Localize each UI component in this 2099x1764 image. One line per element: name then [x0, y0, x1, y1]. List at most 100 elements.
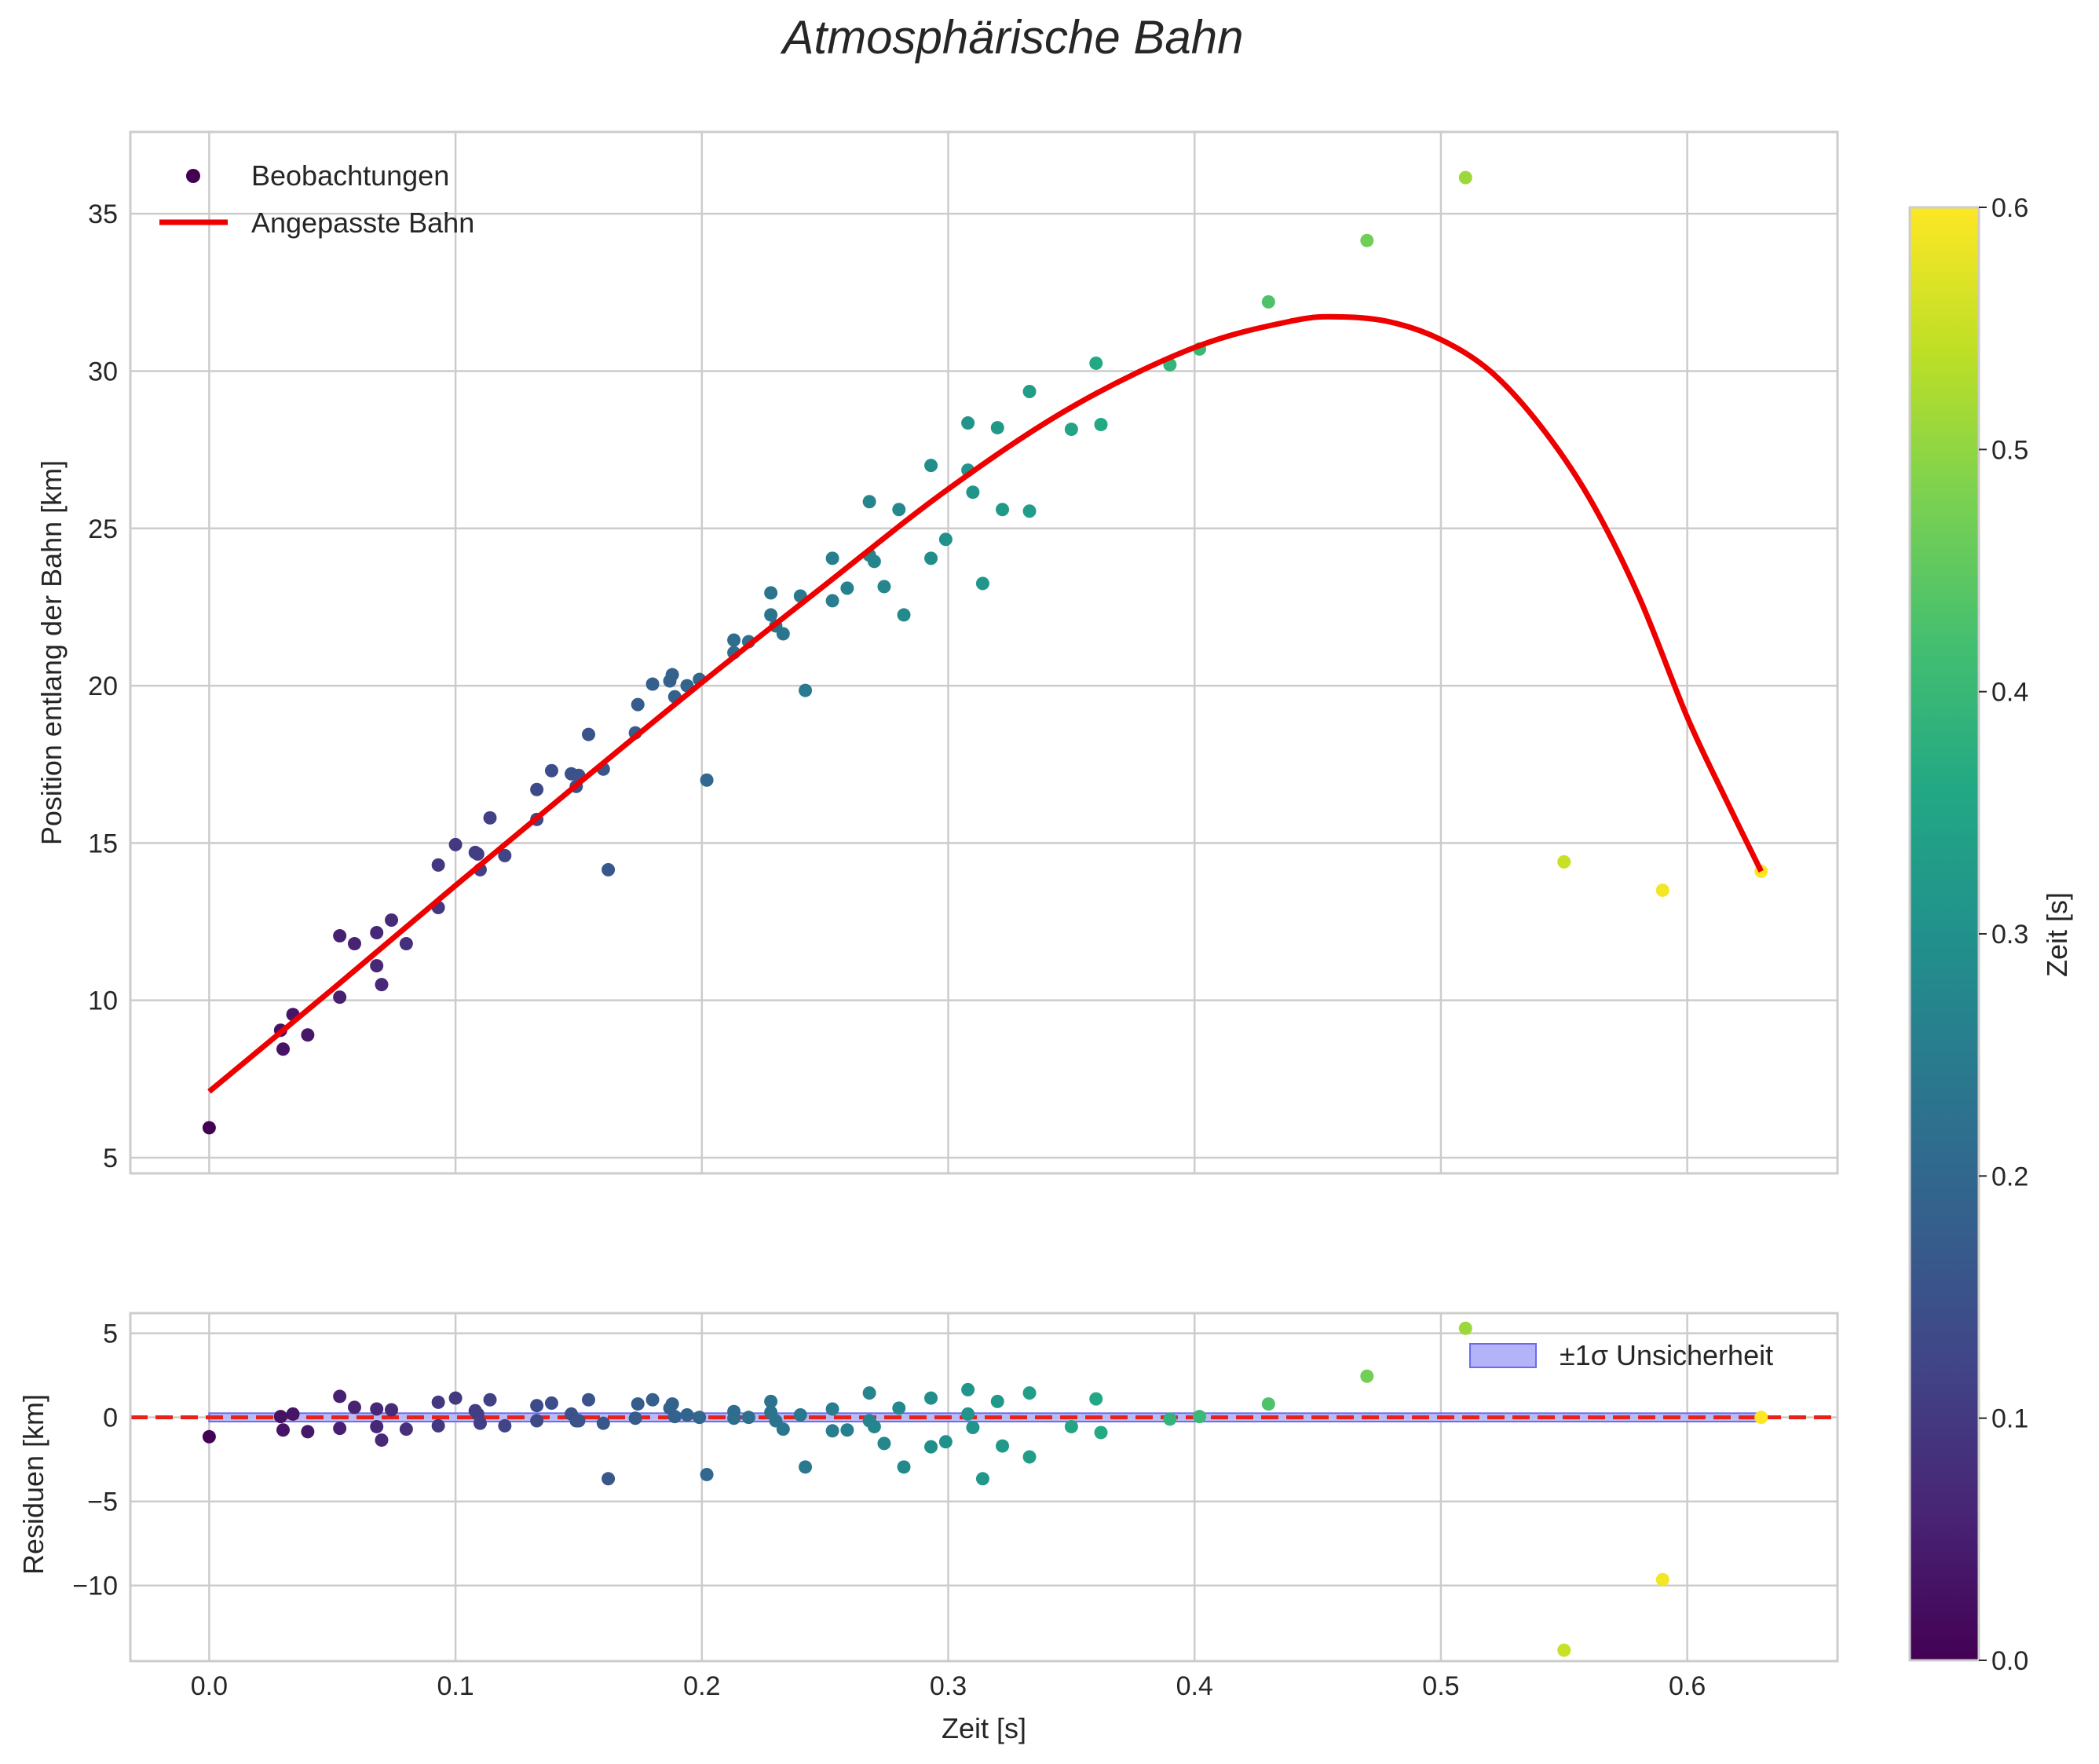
- top-panel: 5 10 15 20 25 30 35 Position entlang der Bahn …: [35, 130, 1839, 1175]
- residual-point: [301, 1425, 315, 1439]
- xtick-label: 0.4: [1176, 1671, 1213, 1701]
- residual-point: [498, 1418, 512, 1433]
- observation-point: [1655, 883, 1669, 897]
- residual-point: [544, 1396, 558, 1410]
- legend-scatter-marker: [186, 169, 200, 183]
- top-scatter-points: [202, 170, 1768, 1135]
- residual-point: [370, 1402, 384, 1416]
- residual-point: [877, 1436, 891, 1451]
- observation-point: [498, 848, 512, 862]
- observation-point: [1557, 855, 1571, 869]
- top-ytick-label: 35: [88, 199, 118, 229]
- residual-point: [825, 1424, 839, 1438]
- residual-point: [1089, 1392, 1103, 1406]
- residual-point: [473, 1416, 487, 1430]
- residual-point: [448, 1391, 463, 1405]
- colorbar: 0.0 0.1 0.2 0.3 0.4 0.5 0.6 Zeit [s]: [1908, 193, 2073, 1676]
- bottom-ytick-label: 5: [103, 1319, 118, 1349]
- observation-point: [862, 495, 876, 509]
- residual-point: [572, 1414, 586, 1428]
- observation-point: [431, 858, 445, 872]
- residual-point: [693, 1411, 707, 1425]
- colorbar-tick-label: 0.5: [1991, 435, 2028, 465]
- xtick-label: 0.1: [437, 1671, 474, 1701]
- observation-point: [1094, 418, 1108, 432]
- observation-point: [867, 554, 881, 569]
- residual-point: [1655, 1572, 1669, 1587]
- observation-point: [333, 929, 347, 943]
- residual-point: [202, 1429, 216, 1444]
- top-plot-area: [130, 132, 1838, 1173]
- observation-point: [375, 978, 389, 992]
- top-ytick-label: 25: [88, 514, 118, 544]
- bottom-ylabel: Residuen [km]: [17, 1394, 49, 1575]
- observation-point: [370, 926, 384, 940]
- xtick-label: 0.5: [1422, 1671, 1459, 1701]
- residual-point: [273, 1410, 287, 1424]
- residual-point: [628, 1411, 642, 1425]
- residual-point: [530, 1414, 544, 1428]
- colorbar-tick-label: 0.0: [1991, 1646, 2028, 1676]
- residual-point: [727, 1411, 741, 1425]
- residual-point: [700, 1467, 714, 1481]
- residual-point: [764, 1394, 778, 1408]
- observation-point: [938, 532, 953, 547]
- residual-points: [202, 1321, 1768, 1657]
- residual-point: [741, 1411, 755, 1425]
- observation-point: [700, 773, 714, 787]
- residual-point: [1022, 1450, 1037, 1464]
- bottom-frame: [129, 1312, 1839, 1663]
- legend-band-swatch: [1469, 1343, 1537, 1368]
- observation-point: [1360, 233, 1374, 247]
- xtick-label: 0.3: [930, 1671, 967, 1701]
- residual-point: [333, 1422, 347, 1436]
- bottom-tick-labels: 5 0 −5 −10 0.0 0.1 0.2 0.3 0.4 0.5 0.6: [72, 1319, 1706, 1701]
- residual-point: [840, 1423, 854, 1437]
- observation-point: [645, 677, 660, 691]
- bottom-ytick-label: 0: [103, 1404, 118, 1433]
- residual-point: [1261, 1397, 1275, 1411]
- observation-point: [1064, 423, 1078, 437]
- observation-point: [1458, 170, 1472, 185]
- observation-point: [727, 633, 741, 647]
- residual-point: [799, 1460, 813, 1474]
- observation-point: [448, 837, 463, 851]
- observation-point: [301, 1028, 315, 1042]
- observation-point: [347, 937, 361, 951]
- residual-point: [961, 1407, 975, 1421]
- fit-curve: [207, 313, 1764, 1094]
- observation-point: [975, 576, 989, 591]
- top-ytick-label: 30: [88, 357, 118, 386]
- observation-point: [602, 862, 616, 877]
- residual-point: [924, 1391, 938, 1405]
- top-tick-labels: 5 10 15 20 25 30 35: [88, 199, 118, 1173]
- residual-point: [938, 1435, 953, 1449]
- residual-point: [1192, 1410, 1206, 1424]
- bottom-ytick-label: −5: [87, 1488, 118, 1517]
- residual-point: [667, 1410, 682, 1424]
- top-legend: Beobachtungen Angepasste Bahn: [159, 159, 474, 239]
- top-ytick-label: 20: [88, 672, 118, 701]
- residual-point: [645, 1393, 660, 1407]
- residual-point: [333, 1389, 347, 1404]
- residual-point: [793, 1407, 807, 1422]
- observation-point: [581, 727, 595, 741]
- residual-point: [897, 1460, 911, 1474]
- residual-point: [1094, 1425, 1108, 1440]
- top-frame: [129, 130, 1839, 1175]
- residual-point: [924, 1440, 938, 1454]
- colorbar-gradient: [1908, 206, 1980, 1662]
- bottom-plot-area: [130, 1313, 1838, 1661]
- residual-point: [665, 1397, 679, 1411]
- observation-point: [544, 763, 558, 778]
- residual-point: [602, 1472, 616, 1486]
- residual-point: [996, 1439, 1010, 1453]
- observation-point: [961, 416, 975, 430]
- residual-point: [776, 1422, 790, 1436]
- observation-point: [996, 503, 1010, 517]
- residual-point: [581, 1393, 595, 1407]
- observation-point: [370, 959, 384, 973]
- xtick-label: 0.2: [683, 1671, 720, 1701]
- observation-point: [483, 811, 497, 825]
- colorbar-tick-label: 0.4: [1991, 678, 2028, 708]
